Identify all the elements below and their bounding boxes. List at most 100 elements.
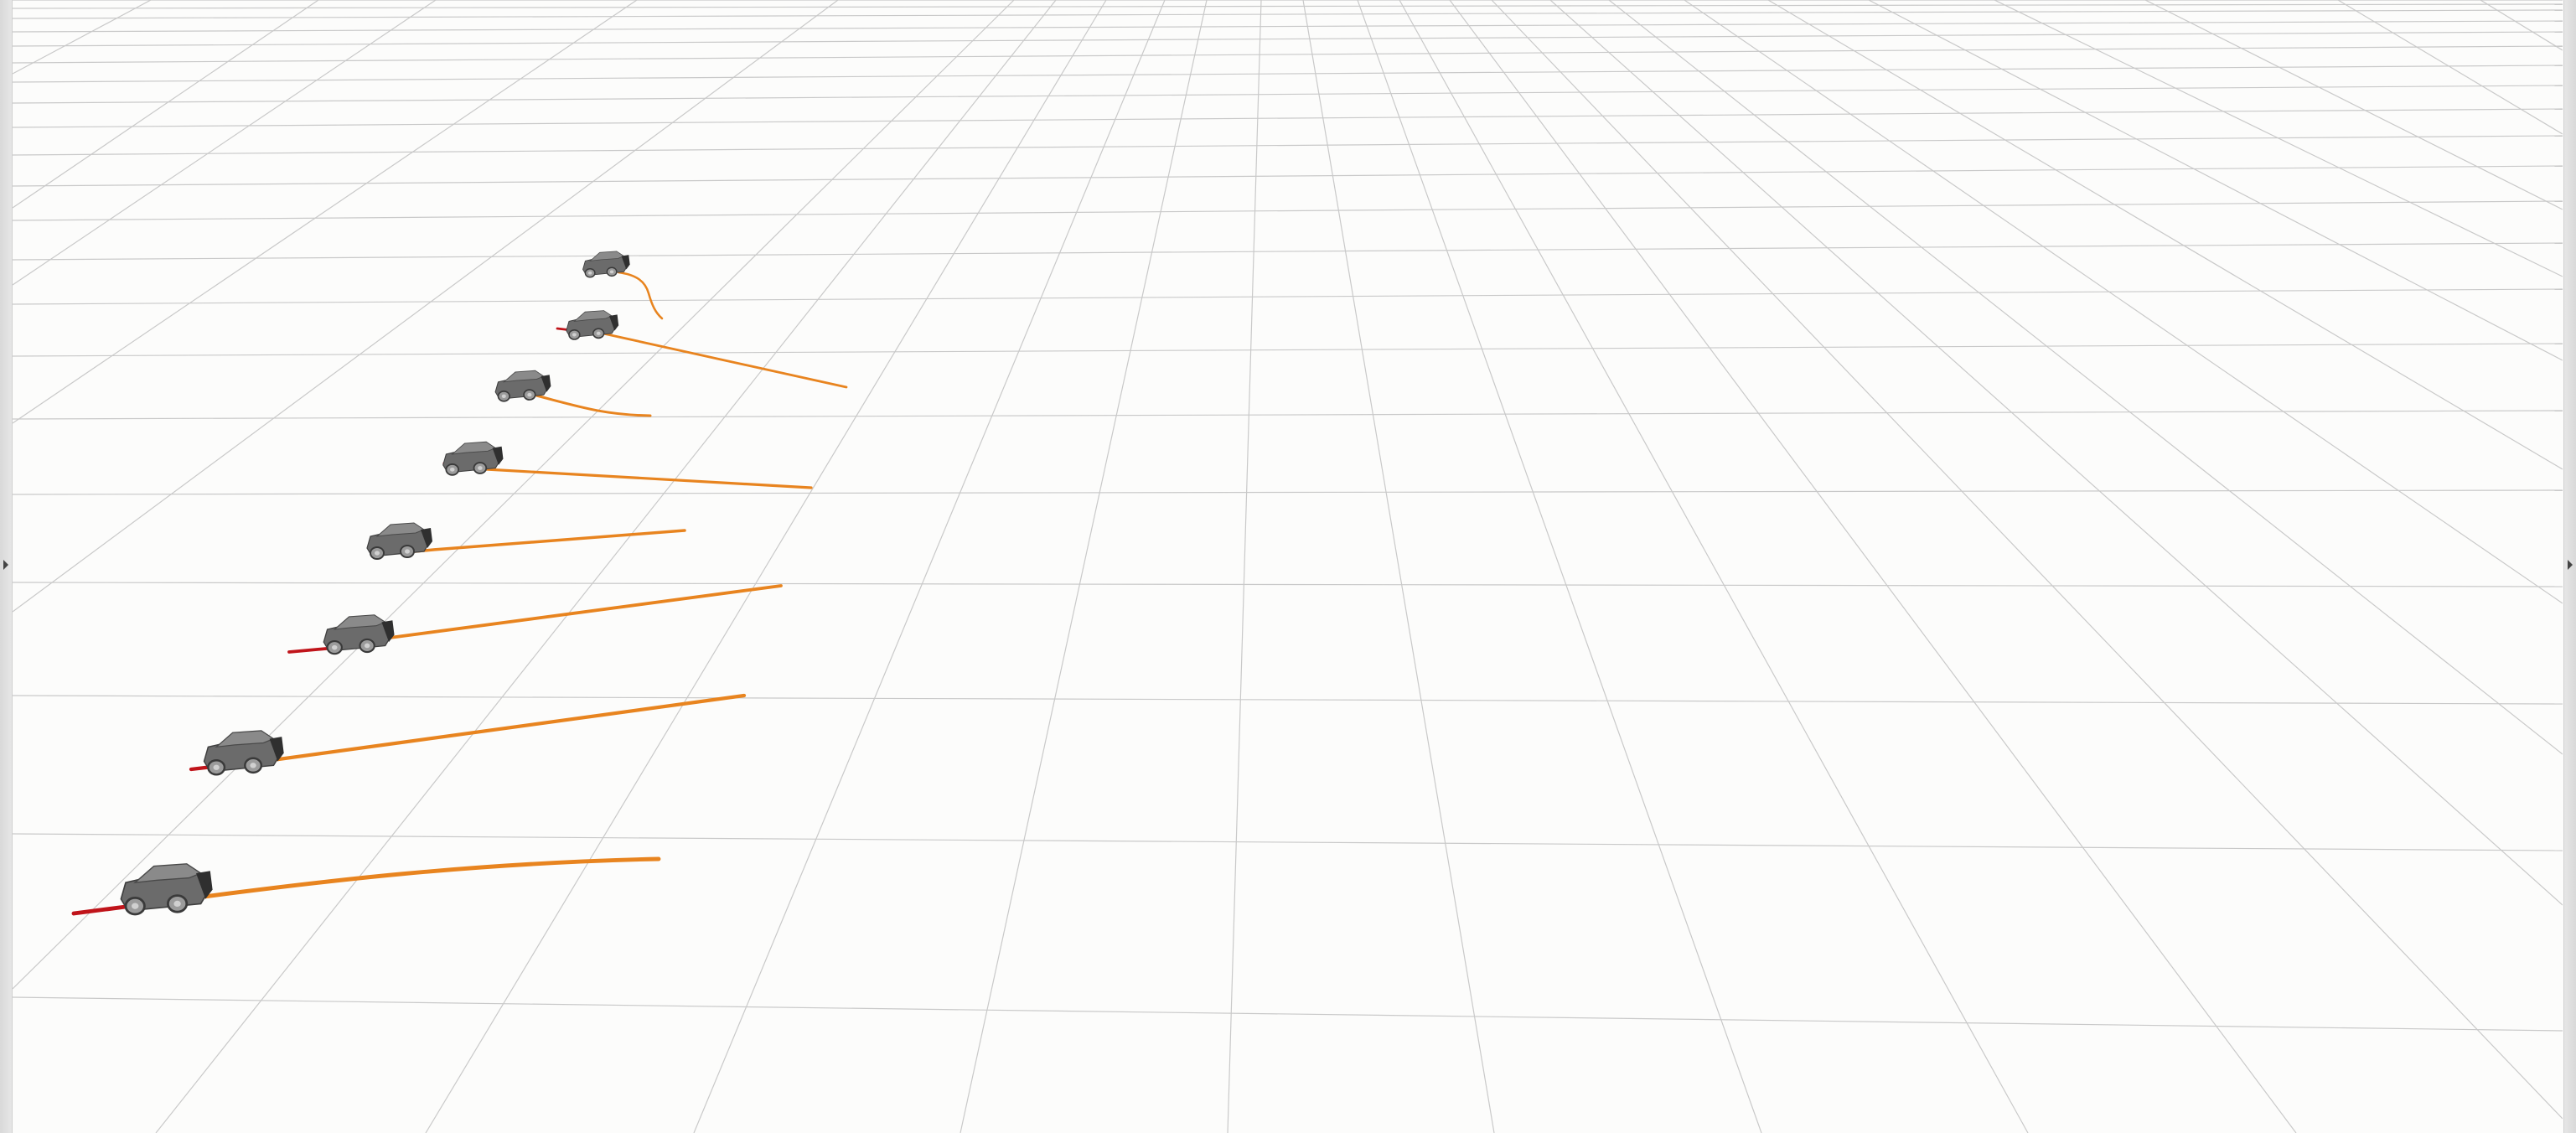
grid-line-converging [1549,0,2563,906]
grid-line-horizontal [13,695,2563,705]
vehicle-front [421,528,432,548]
grid-line-horizontal [13,200,2563,221]
vehicle-7 [189,693,747,776]
vehicle-front [492,446,504,465]
grid-line-converging [13,0,437,286]
grid-line-converging [693,0,1166,1133]
vehicle-layer [71,251,848,916]
grid-line-converging [425,0,1107,1133]
grid-line-converging [13,0,152,75]
grid-line-horizontal [13,20,2563,33]
grid-line-converging [960,0,1208,1133]
wheel-hub [450,467,455,472]
grid-line-converging [1399,0,2029,1133]
wheel-hub [501,394,506,399]
grid-line-horizontal [13,108,2563,128]
wheel-hub [250,763,256,768]
future-trajectory [617,271,664,320]
future-trajectory [375,584,783,641]
vehicle-front [381,620,395,643]
grid-line-converging [2144,0,2563,210]
vehicle-1 [582,251,664,320]
grid-line-horizontal [13,65,2563,83]
grid-line-converging [13,0,1015,990]
vehicle-front [609,314,619,331]
vehicle-body [566,310,619,340]
grid-line-converging [1491,0,2563,1120]
vehicle-front [541,375,551,392]
wheel-hub [132,903,139,909]
grid-line-converging [155,0,1057,1133]
grid-line-horizontal [13,343,2563,357]
wheel-hub [609,270,614,274]
vehicle-body [120,863,213,916]
3d-viewport[interactable] [13,0,2563,1133]
grid-line-converging [13,0,638,424]
wheel-hub [405,549,410,554]
wheel-hub [364,643,370,649]
grid-line-horizontal [13,45,2563,64]
grid-line-horizontal [13,582,2563,587]
future-trajectory [189,856,661,901]
future-trajectory [602,332,848,389]
triangle-right-icon [3,560,8,570]
grid-line-horizontal [13,833,2563,851]
grid-line-horizontal [13,31,2563,47]
grid-line-converging [13,0,839,613]
past-trajectory [71,904,128,916]
vehicle-3 [494,370,652,417]
vehicle-front [196,871,213,899]
vehicle-4 [442,441,813,489]
scene-canvas[interactable] [13,0,2563,1133]
vehicle-body [323,614,395,655]
grid-line-horizontal [13,135,2563,156]
future-trajectory [535,394,652,417]
vehicle-5 [366,522,686,560]
grid-line-horizontal [13,3,2563,9]
grid-line-converging [1767,0,2563,470]
future-trajectory [484,468,813,489]
right-panel-toggle[interactable] [2563,0,2576,1133]
future-trajectory [264,693,747,763]
grid-line-converging [1608,0,2563,755]
triangle-right-icon [2568,560,2573,570]
wheel-hub [478,466,483,470]
wheel-hub [213,764,220,770]
vehicle-body [366,522,432,560]
wheel-hub [375,551,380,556]
wheel-hub [527,392,532,397]
left-panel-toggle[interactable] [0,0,13,1133]
grid-line-horizontal [13,85,2563,104]
grid-line-converging [1684,0,2563,604]
grid-line-converging [1449,0,2297,1133]
grid-line-horizontal [13,9,2563,19]
vehicle-8 [71,856,661,916]
vehicle-body [582,251,630,278]
vehicle-body [442,441,504,476]
grid-line-horizontal [13,996,2563,1032]
grid-line-horizontal [13,165,2563,187]
wheel-hub [332,644,338,650]
grid-line-horizontal [13,288,2563,305]
grid-line-converging [2480,0,2563,51]
grid-line-converging [2337,0,2563,135]
wheel-hub [572,333,577,337]
ground-grid [13,0,2563,1133]
grid-line-horizontal [13,489,2563,495]
grid-line-converging [1302,0,1495,1133]
grid-line-converging [1868,0,2563,361]
wheel-hub [588,271,592,275]
future-trajectory [413,529,686,553]
vehicle-front [621,255,630,270]
grid-line-horizontal [13,242,2563,261]
grid-line-converging [1227,0,1262,1133]
grid-line-converging [1357,0,1762,1133]
vehicle-6 [287,584,783,655]
vehicle-body [494,370,551,402]
grid-line-horizontal [13,410,2563,420]
vehicle-2 [556,310,848,389]
vehicle-body [203,730,284,776]
wheel-hub [173,900,181,908]
vehicle-front [269,737,284,762]
